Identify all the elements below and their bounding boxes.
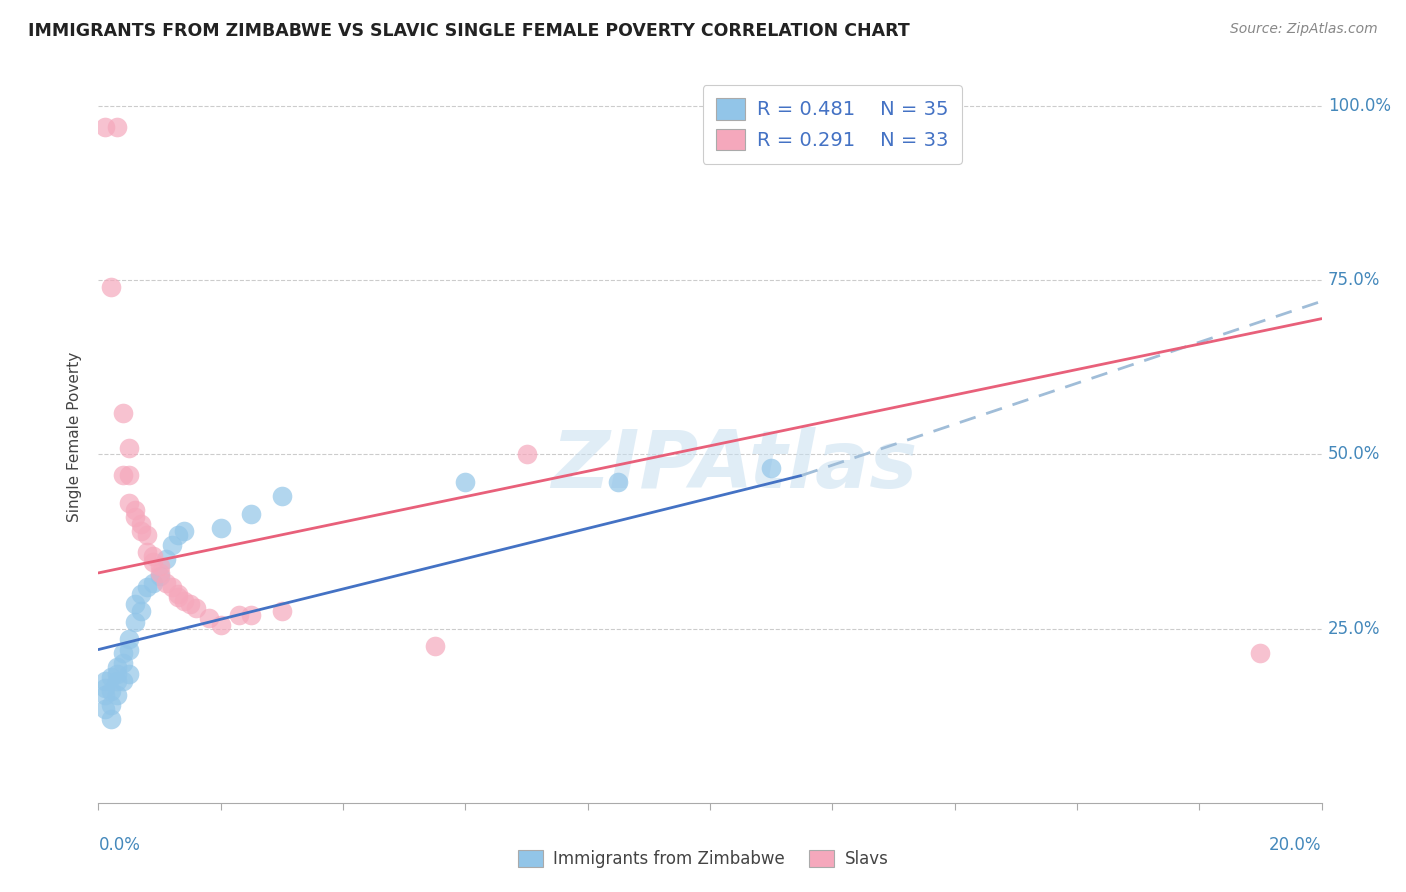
Text: IMMIGRANTS FROM ZIMBABWE VS SLAVIC SINGLE FEMALE POVERTY CORRELATION CHART: IMMIGRANTS FROM ZIMBABWE VS SLAVIC SINGL… — [28, 22, 910, 40]
Point — [93, 688, 115, 702]
Point — [100, 280, 122, 294]
Text: 0.0%: 0.0% — [98, 836, 141, 854]
Point — [136, 527, 159, 541]
Point — [149, 566, 172, 580]
Point — [100, 698, 122, 713]
Point — [100, 670, 122, 684]
Point — [142, 549, 165, 563]
Point — [93, 120, 115, 134]
Point — [607, 475, 630, 490]
Point — [105, 660, 128, 674]
Text: 25.0%: 25.0% — [1327, 620, 1381, 638]
Point — [228, 607, 250, 622]
Point — [160, 538, 183, 552]
Point — [129, 604, 152, 618]
Point — [100, 712, 122, 726]
Point — [111, 406, 134, 420]
Point — [167, 527, 190, 541]
Point — [93, 673, 115, 688]
Text: ZIPAtlas: ZIPAtlas — [551, 427, 918, 506]
Point — [118, 441, 141, 455]
Point — [173, 594, 195, 608]
Point — [240, 507, 263, 521]
Point — [167, 587, 190, 601]
Point — [155, 576, 177, 591]
Point — [179, 597, 201, 611]
Point — [136, 580, 159, 594]
Legend: Immigrants from Zimbabwe, Slavs: Immigrants from Zimbabwe, Slavs — [510, 843, 896, 875]
Point — [93, 681, 115, 695]
Point — [105, 688, 128, 702]
Point — [129, 517, 152, 532]
Text: 50.0%: 50.0% — [1327, 445, 1381, 464]
Text: 75.0%: 75.0% — [1327, 271, 1381, 289]
Point — [118, 468, 141, 483]
Point — [118, 632, 141, 646]
Point — [129, 587, 152, 601]
Point — [124, 597, 146, 611]
Point — [124, 503, 146, 517]
Point — [129, 524, 152, 538]
Point — [423, 639, 446, 653]
Point — [105, 673, 128, 688]
Point — [270, 604, 292, 618]
Point — [93, 702, 115, 716]
Text: 20.0%: 20.0% — [1270, 836, 1322, 854]
Point — [105, 667, 128, 681]
Point — [149, 569, 172, 583]
Point — [759, 461, 782, 475]
Point — [118, 642, 141, 657]
Point — [100, 684, 122, 698]
Point — [209, 521, 232, 535]
Point — [105, 120, 128, 134]
Point — [454, 475, 477, 490]
Point — [173, 524, 195, 538]
Point — [111, 657, 134, 671]
Point — [142, 576, 165, 591]
Point — [118, 496, 141, 510]
Point — [1249, 646, 1271, 660]
Point — [270, 489, 292, 503]
Point — [111, 673, 134, 688]
Point — [124, 510, 146, 524]
Point — [124, 615, 146, 629]
Point — [136, 545, 159, 559]
Point — [186, 600, 208, 615]
Point — [209, 618, 232, 632]
Point — [118, 667, 141, 681]
Point — [516, 448, 538, 462]
Y-axis label: Single Female Poverty: Single Female Poverty — [67, 352, 83, 522]
Point — [111, 646, 134, 660]
Point — [142, 556, 165, 570]
Point — [155, 552, 177, 566]
Point — [167, 591, 190, 605]
Point — [160, 580, 183, 594]
Text: Source: ZipAtlas.com: Source: ZipAtlas.com — [1230, 22, 1378, 37]
Point — [240, 607, 263, 622]
Legend: R = 0.481    N = 35, R = 0.291    N = 33: R = 0.481 N = 35, R = 0.291 N = 33 — [703, 85, 962, 164]
Point — [197, 611, 219, 625]
Point — [111, 468, 134, 483]
Text: 100.0%: 100.0% — [1327, 97, 1391, 115]
Point — [149, 558, 172, 573]
